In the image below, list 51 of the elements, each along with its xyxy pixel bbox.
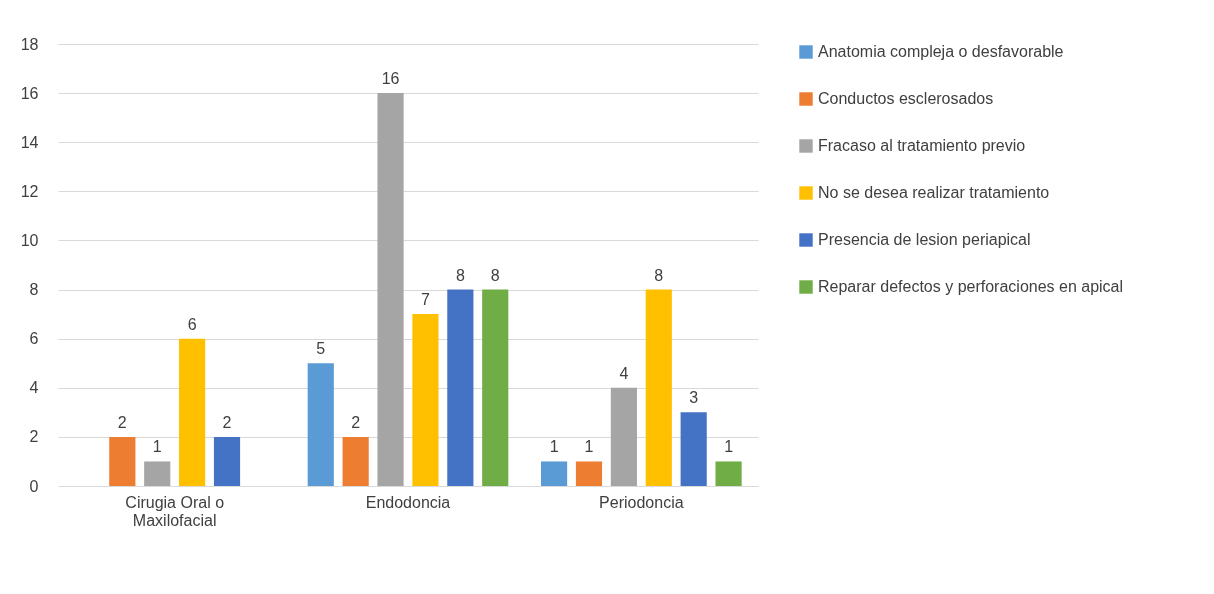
y-tick-label: 12 (20, 182, 39, 200)
bar (412, 314, 439, 486)
data-label: 1 (549, 438, 559, 456)
data-label: 2 (351, 413, 361, 431)
data-label: 8 (490, 266, 500, 284)
bar (680, 412, 707, 486)
legend-label: No se desea realizar tratamiento (818, 184, 1050, 201)
bar (213, 436, 241, 486)
data-label: 1 (724, 438, 734, 456)
legend-label: Presencia de lesion periapical (818, 231, 1031, 248)
x-tick-label: Cirugia Oral o Maxilofacial (125, 493, 225, 529)
bar (645, 289, 672, 486)
bar (541, 461, 568, 486)
y-tick-label: 18 (20, 35, 39, 53)
data-label: 8 (455, 266, 465, 284)
bar (109, 436, 136, 486)
data-label: 2 (222, 413, 232, 431)
data-label: 8 (654, 266, 664, 284)
legend-label: Conductos esclerosados (818, 90, 994, 107)
data-label: 6 (187, 315, 197, 333)
legend-label: Anatomia compleja o desfavorable (818, 43, 1064, 60)
y-tick-label: 6 (29, 330, 39, 348)
data-label: 4 (619, 364, 629, 382)
bar (307, 363, 334, 486)
legend-label: Reparar defectos y perforaciones en apical (818, 278, 1124, 295)
data-label: 1 (584, 438, 594, 456)
y-tick-label: 10 (20, 231, 39, 249)
bar (179, 338, 206, 486)
bar (715, 461, 742, 486)
y-tick-label: 14 (20, 133, 39, 151)
y-tick-label: 4 (29, 379, 39, 397)
data-label: 1 (152, 438, 162, 456)
bar (342, 436, 369, 486)
data-label: 5 (316, 340, 326, 358)
data-label: 7 (421, 291, 430, 309)
y-tick-label: 0 (29, 477, 39, 495)
data-label: 2 (117, 413, 127, 431)
bar (482, 289, 509, 486)
y-tick-label: 16 (20, 84, 39, 102)
bar (447, 289, 474, 486)
x-tick-label: Periodoncia (599, 493, 684, 511)
bar (610, 387, 637, 486)
data-label: 16 (381, 70, 400, 88)
bar (377, 93, 404, 486)
data-label: 3 (689, 389, 699, 407)
y-tick-label: 8 (29, 281, 39, 299)
y-tick-label: 2 (29, 428, 39, 446)
bar (144, 461, 171, 486)
legend-label: Fracaso al tratamiento previo (818, 137, 1026, 154)
bar (575, 461, 603, 486)
x-tick-label: Endodoncia (365, 493, 451, 511)
